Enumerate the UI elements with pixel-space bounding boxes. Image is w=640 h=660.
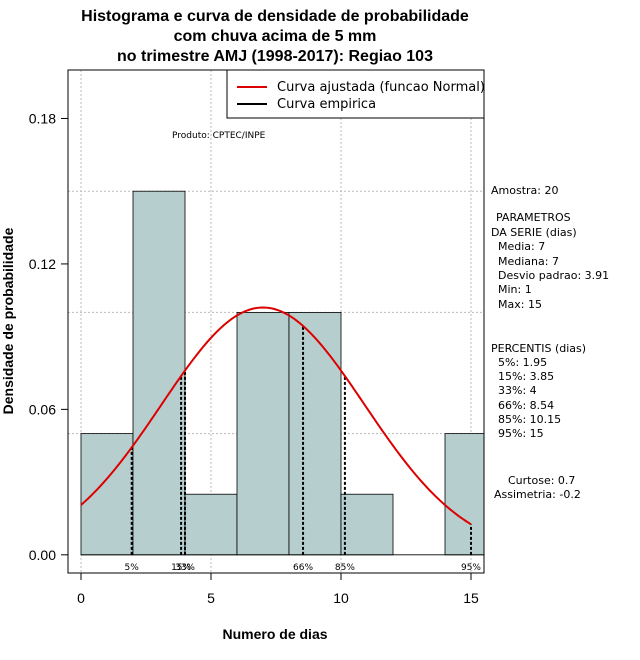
params-title-1: PARAMETROS — [496, 211, 571, 224]
histogram-bar — [236, 312, 290, 556]
histogram-bar — [288, 312, 342, 556]
skewness: Assimetria: -0.2 — [494, 488, 581, 501]
params-title-2: DA SERIE (dias) — [491, 226, 577, 239]
percentile-66: 66%: 8.54 — [498, 399, 554, 412]
y-tick-label: 0.12 — [29, 256, 56, 272]
y-tick-label: 0.18 — [29, 110, 56, 126]
x-tick-label: 5 — [207, 590, 215, 606]
chart-title-line-2: com chuva acima de 5 mm — [174, 28, 377, 45]
histogram-bar — [444, 433, 484, 556]
legend-box — [226, 69, 485, 119]
x-axis-label: Numero de dias — [222, 626, 327, 642]
percentile-95: 95%: 15 — [498, 427, 544, 440]
param-median: Mediana: 7 — [498, 255, 559, 268]
percentiles-title: PERCENTIS (dias) — [491, 342, 586, 355]
legend-label-fitted: Curva ajustada (funcao Normal) — [277, 80, 485, 95]
percentile-5: 5%: 1.95 — [498, 356, 547, 369]
histogram-bar — [340, 493, 394, 556]
chart-title-line-1: Histograma e curva de densidade de proba… — [81, 8, 469, 25]
param-min: Min: 1 — [498, 283, 532, 296]
side-panel: Amostra: 20 PARAMETROS DA SERIE (dias) M… — [491, 184, 609, 501]
percentile-15: 15%: 3.85 — [498, 370, 554, 383]
histogram-bar — [80, 433, 134, 556]
product-annotation: Produto: CPTEC/INPE — [172, 131, 266, 141]
normal-curve — [80, 306, 472, 526]
x-tick-label: 0 — [77, 590, 85, 606]
histogram-bar — [184, 493, 238, 556]
histogram-bars — [80, 190, 484, 556]
percentile-lines: 5% 15%33% 66% 85% 95% — [125, 325, 481, 573]
percentile-label: 85% — [335, 563, 355, 573]
x-tick-label: 15 — [463, 590, 479, 606]
percentile-33: 33%: 4 — [498, 384, 537, 397]
normal-curve-layer — [80, 306, 472, 526]
percentile-label: 66% — [293, 563, 313, 573]
percentile-label: 15% — [171, 563, 191, 573]
percentile-85: 85%: 10.15 — [498, 413, 561, 426]
legend: Curva ajustada (funcao Normal) Curva emp… — [226, 69, 485, 119]
percentile-label: 5% — [125, 563, 140, 573]
chart-title-line-3: no trimestre AMJ (1998-2017): Regiao 103 — [117, 48, 433, 65]
histogram-bar — [132, 190, 186, 556]
x-tick-label: 10 — [333, 590, 349, 606]
y-tick-label: 0.00 — [29, 547, 56, 563]
y-tick-label: 0.06 — [29, 401, 56, 417]
kurtosis: Curtose: 0.7 — [508, 474, 575, 487]
param-max: Max: 15 — [498, 298, 542, 311]
sample-size: Amostra: 20 — [491, 184, 558, 197]
param-stddev: Desvio padrao: 3.91 — [498, 269, 609, 282]
legend-label-empirical: Curva empirica — [277, 97, 376, 112]
param-mean: Media: 7 — [498, 240, 545, 253]
y-axis-label: Densidade de probabilidade — [0, 227, 16, 414]
percentile-label: 95% — [461, 563, 481, 573]
percentile-label: 33% — [175, 563, 195, 573]
